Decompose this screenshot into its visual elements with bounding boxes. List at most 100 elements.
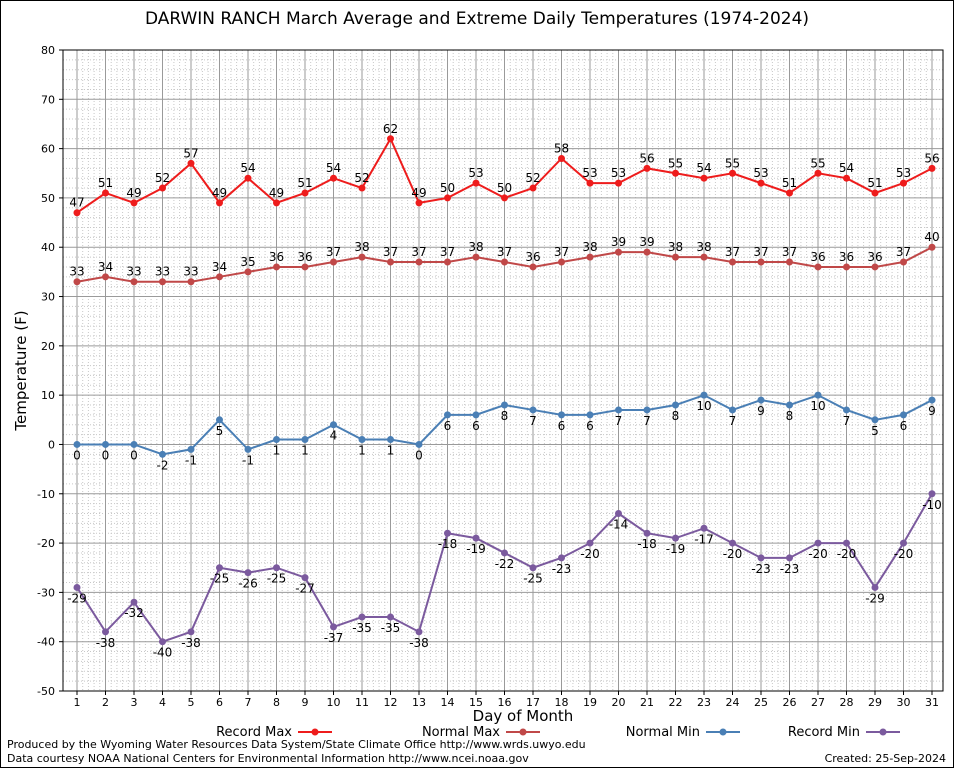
- normal-max-data-label: 39: [611, 235, 626, 249]
- record-max-data-label: 55: [810, 156, 825, 170]
- normal-max-data-label: 35: [240, 255, 255, 269]
- record-max-data-label: 50: [497, 181, 512, 195]
- record-min-data-label: -20: [580, 547, 600, 561]
- normal-min-point: [729, 406, 736, 414]
- normal-max-data-label: 40: [924, 230, 939, 244]
- normal-max-data-label: 38: [582, 240, 597, 254]
- normal-max-point: [244, 268, 252, 276]
- y-tick-label: -20: [37, 537, 55, 550]
- y-tick-label: 60: [41, 143, 55, 156]
- record-max-series: 47 51 49 52 57 49 54 49 51 54 52 62 49 50 53 50 52 58 53 53…: [69, 122, 940, 217]
- normal-max-point: [415, 258, 423, 266]
- record-max-point: [415, 199, 423, 207]
- x-tick-label: 29: [868, 696, 882, 709]
- normal-max-point: [130, 278, 138, 286]
- x-tick-label: 3: [131, 696, 138, 709]
- normal-max-data-label: 39: [639, 235, 654, 249]
- normal-max-point: [643, 248, 651, 256]
- record-min-point: [472, 534, 480, 542]
- normal-min-point: [244, 445, 252, 453]
- normal-min-point: [472, 411, 480, 419]
- normal-min-data-label: 4: [330, 429, 338, 443]
- normal-max-point: [387, 258, 394, 266]
- x-tick-label: 31: [925, 696, 939, 709]
- record-max-point: [529, 184, 537, 192]
- normal-max-data-label: 37: [326, 245, 341, 259]
- y-tick-label: 40: [41, 241, 55, 254]
- x-tick-label: 1: [74, 696, 81, 709]
- normal-min-point: [130, 440, 138, 448]
- record-max-data-label: 50: [440, 181, 455, 195]
- normal-max-data-label: 38: [696, 240, 711, 254]
- x-tick-label: 4: [159, 696, 166, 709]
- record-min-point: [216, 564, 223, 572]
- normal-min-point: [871, 416, 879, 424]
- normal-min-point: [159, 450, 166, 458]
- normal-max-series: 33 34 33 33 33 34 35 36 36 37 38 37 37 37 38 37 36 37 38 39…: [69, 230, 940, 286]
- x-tick-label: 28: [840, 696, 854, 709]
- record-max-point: [387, 135, 394, 143]
- major-grid: [63, 49, 943, 692]
- x-tick-label: 16: [498, 696, 512, 709]
- y-tick-label: 30: [41, 291, 55, 304]
- normal-max-data-label: 37: [497, 245, 512, 259]
- normal-max-data-label: 37: [440, 245, 455, 259]
- record-min-point: [558, 554, 565, 562]
- record-max-point: [187, 159, 195, 167]
- normal-min-point: [73, 440, 81, 448]
- record-max-point: [843, 174, 850, 182]
- record-min-data-label: -29: [865, 591, 885, 605]
- record-max-data-label: 54: [240, 161, 255, 175]
- record-max-data-label: 54: [326, 161, 341, 175]
- record-min-point: [187, 628, 195, 636]
- record-max-point: [700, 174, 708, 182]
- footer-producer-credit: Produced by the Wyoming Water Resources …: [7, 738, 586, 751]
- normal-min-data-label: 7: [529, 414, 537, 428]
- x-tick-label: 18: [555, 696, 569, 709]
- record-max-point: [871, 189, 879, 197]
- record-max-point: [501, 194, 508, 202]
- record-max-data-label: 49: [269, 186, 284, 200]
- record-max-point: [643, 164, 651, 172]
- normal-max-data-label: 37: [554, 245, 569, 259]
- record-min-data-label: -40: [153, 646, 173, 660]
- normal-max-data-label: 37: [753, 245, 768, 259]
- record-max-point: [900, 179, 907, 187]
- footer-created-date: Created: 25-Sep-2024: [824, 752, 946, 765]
- record-min-data-label: -23: [751, 562, 771, 576]
- record-max-data-label: 52: [155, 171, 170, 185]
- record-min-data-label: -17: [694, 532, 714, 546]
- record-min-point: [700, 524, 708, 532]
- normal-max-point: [159, 278, 166, 286]
- record-max-data-label: 57: [183, 146, 198, 160]
- record-max-data-label: 54: [839, 161, 854, 175]
- record-min-point: [102, 628, 109, 636]
- x-tick-label: 23: [697, 696, 711, 709]
- record-min-point: [358, 613, 366, 621]
- normal-min-data-label: -1: [185, 453, 197, 467]
- record-min-data-label: -20: [808, 547, 828, 561]
- x-tick-label: 10: [327, 696, 341, 709]
- normal-min-data-label: 0: [102, 448, 110, 462]
- y-tick-label: -40: [37, 636, 55, 649]
- record-min-data-label: -35: [381, 621, 401, 635]
- record-min-data-label: -22: [495, 557, 515, 571]
- record-min-data-label: -38: [409, 636, 429, 650]
- record-min-data-label: -18: [438, 537, 458, 551]
- normal-max-point: [814, 263, 822, 271]
- normal-min-point: [273, 436, 280, 444]
- legend-item-record-max: Record Max: [216, 725, 332, 740]
- legend-item-normal-min: Normal Min: [626, 725, 740, 740]
- normal-min-data-label: 6: [586, 419, 594, 433]
- normal-min-data-label: 0: [73, 448, 81, 462]
- normal-min-data-label: 7: [843, 414, 851, 428]
- record-min-data-label: -35: [352, 621, 372, 635]
- normal-max-point: [73, 278, 81, 286]
- normal-max-data-label: 38: [668, 240, 683, 254]
- normal-max-point: [586, 253, 594, 261]
- normal-min-data-label: 5: [871, 424, 879, 438]
- record-min-point: [757, 554, 765, 562]
- record-max-point: [472, 179, 480, 187]
- x-tick-label: 24: [726, 696, 740, 709]
